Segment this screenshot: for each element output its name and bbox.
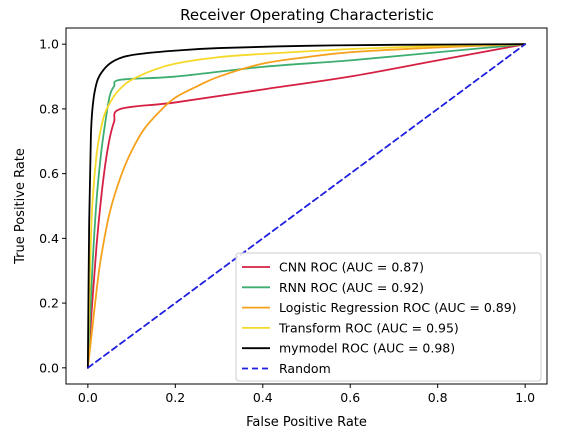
legend-entry: CNN ROC (AUC = 0.87) (279, 260, 424, 275)
y-tick-label: 0.8 (39, 101, 59, 116)
x-axis-label: False Positive Rate (246, 415, 367, 430)
x-axis-ticks: 0.0 0.2 0.4 0.6 0.8 1.0 (78, 384, 535, 405)
legend-entry: Random (279, 361, 331, 376)
x-tick-label: 0.8 (428, 390, 448, 405)
chart-title: Receiver Operating Characteristic (180, 6, 434, 24)
legend-box (235, 252, 542, 382)
y-tick-label: 0.4 (39, 231, 59, 246)
y-axis-ticks: 0.0 0.2 0.4 0.6 0.8 1.0 (39, 37, 66, 375)
x-tick-label: 0.2 (165, 390, 185, 405)
legend-entry: mymodel ROC (AUC = 0.98) (279, 341, 455, 356)
legend-entry: Transform ROC (AUC = 0.95) (278, 320, 459, 335)
series-line-2 (86, 43, 527, 369)
series-line-5 (86, 43, 527, 369)
series-line-4 (86, 43, 527, 369)
y-tick-label: 0.6 (39, 166, 59, 181)
plot-frame (65, 27, 548, 385)
y-tick-label: 0.0 (39, 360, 59, 375)
series-line-3 (86, 43, 527, 369)
x-tick-label: 0.6 (340, 390, 360, 405)
y-tick-label: 0.2 (39, 296, 59, 311)
legend-entry: Logistic Regression ROC (AUC = 0.89) (279, 300, 517, 315)
x-tick-label: 1.0 (515, 390, 535, 405)
series-line-1 (86, 43, 527, 369)
plot-lines (86, 43, 527, 369)
legend-entry: RNN ROC (AUC = 0.92) (279, 280, 424, 295)
legend: CNN ROC (AUC = 0.87) RNN ROC (AUC = 0.92)… (235, 252, 542, 382)
y-axis-label: True Positive Rate (13, 148, 28, 265)
x-tick-label: 0.4 (253, 390, 273, 405)
y-tick-label: 1.0 (39, 37, 59, 52)
x-tick-label: 0.0 (78, 390, 98, 405)
series-line-0 (86, 43, 527, 369)
